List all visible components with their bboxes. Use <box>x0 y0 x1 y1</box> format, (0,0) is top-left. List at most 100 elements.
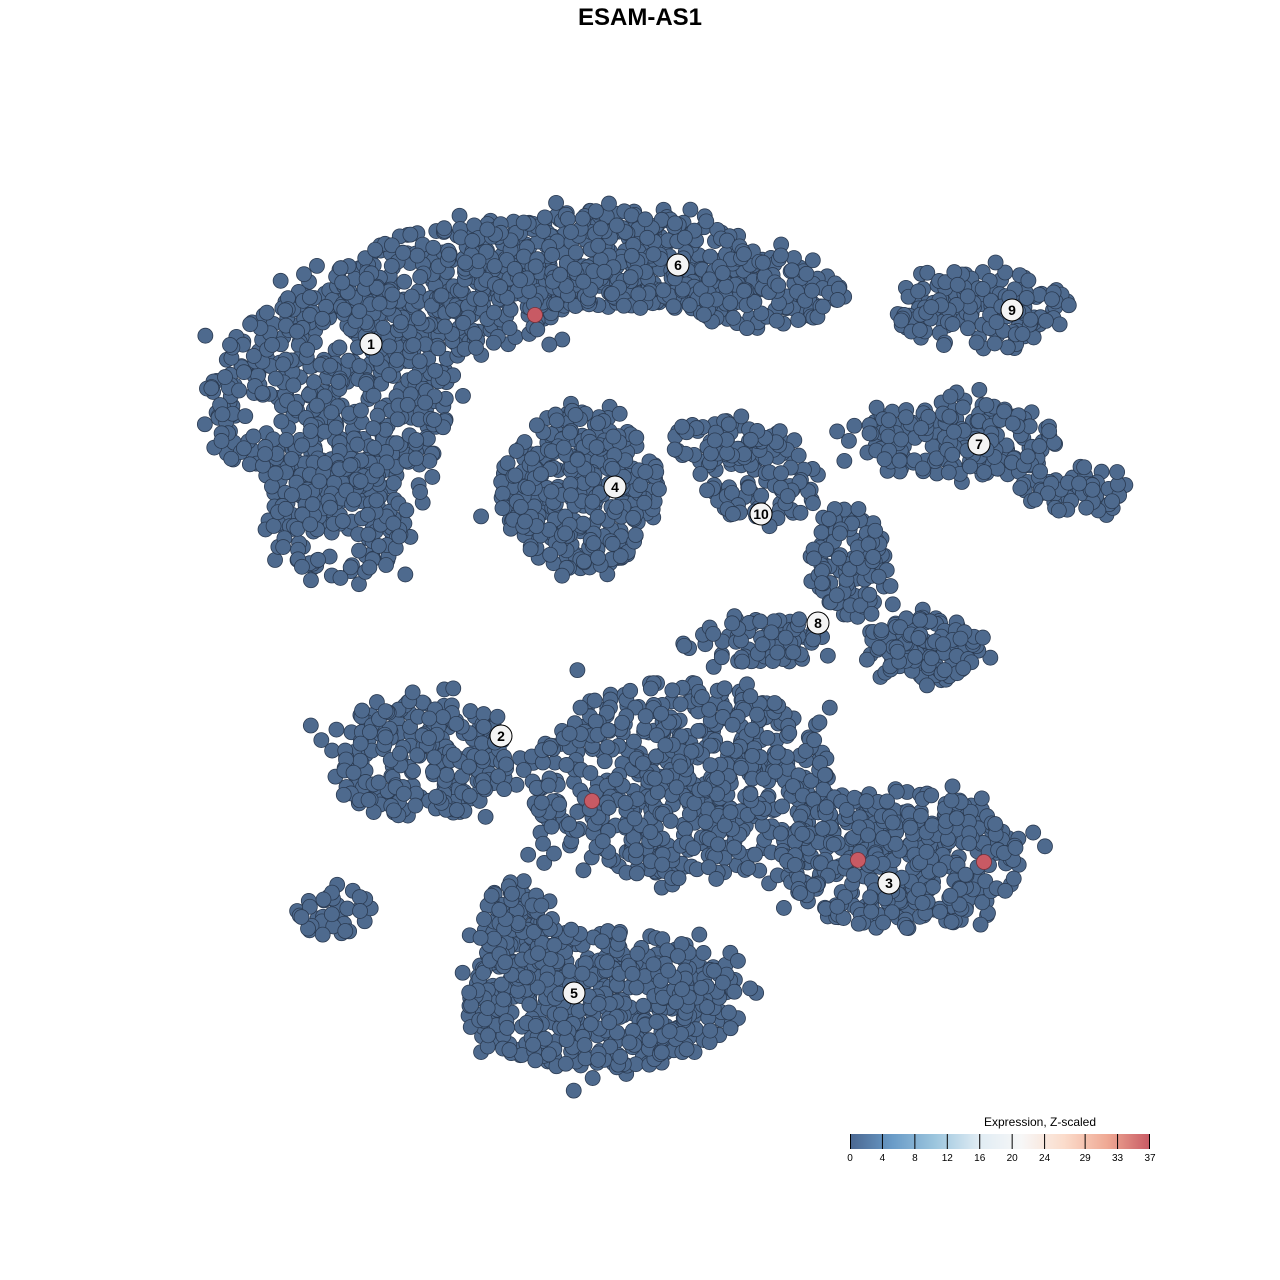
data-point <box>483 887 500 904</box>
data-point <box>699 482 715 499</box>
data-point <box>369 462 385 479</box>
data-point <box>604 460 621 477</box>
data-point <box>884 814 901 831</box>
data-point <box>910 283 927 300</box>
data-point <box>931 861 948 878</box>
data-point <box>544 247 560 263</box>
data-point <box>599 739 616 755</box>
cluster-label-text: 7 <box>975 436 983 452</box>
cluster-label-text: 10 <box>753 506 769 522</box>
data-point <box>865 549 882 565</box>
data-point <box>486 304 502 321</box>
data-point <box>508 443 525 459</box>
data-point <box>242 316 259 333</box>
data-point <box>596 753 613 770</box>
data-point <box>265 518 282 534</box>
data-point <box>489 708 506 725</box>
data-point <box>389 411 406 428</box>
data-point <box>803 772 820 789</box>
data-point <box>563 921 580 938</box>
data-point <box>223 450 240 467</box>
data-point <box>546 845 562 862</box>
data-point <box>383 237 400 254</box>
data-point <box>527 1018 544 1034</box>
data-point <box>714 265 731 281</box>
data-point <box>987 254 1004 271</box>
data-point <box>645 956 662 973</box>
data-point <box>880 412 897 429</box>
data-point <box>805 877 822 894</box>
data-point <box>694 689 710 705</box>
data-point <box>850 501 867 517</box>
data-point <box>973 790 990 807</box>
chart-title: ESAM-AS1 <box>577 4 703 31</box>
data-point <box>396 273 413 290</box>
data-point <box>236 440 252 457</box>
data-point <box>987 816 1004 832</box>
data-point <box>351 542 367 559</box>
data-point <box>674 981 690 998</box>
data-point <box>814 575 830 592</box>
data-point <box>231 382 247 399</box>
data-point <box>402 226 419 243</box>
data-point <box>649 784 666 801</box>
data-point <box>818 799 835 816</box>
cluster-label-text: 8 <box>814 615 822 631</box>
data-point <box>486 258 503 275</box>
data-point <box>792 504 809 521</box>
cluster-label-text: 6 <box>674 257 682 273</box>
cluster-label: 5 <box>562 981 586 1005</box>
legend-title: Expression, Z-scaled <box>983 1115 1097 1129</box>
data-point <box>932 903 948 920</box>
data-point <box>409 247 426 264</box>
data-point <box>611 405 628 422</box>
data-point <box>754 254 771 271</box>
data-point <box>585 535 602 552</box>
data-point <box>273 413 290 430</box>
data-point <box>515 762 532 778</box>
data-point <box>408 450 424 467</box>
data-point <box>421 710 438 727</box>
data-point <box>399 396 416 413</box>
data-point <box>784 262 800 279</box>
data-point <box>351 303 368 320</box>
data-point <box>278 432 295 448</box>
data-point <box>455 315 472 331</box>
data-point <box>725 309 742 326</box>
data-point <box>316 455 333 471</box>
data-point <box>861 586 878 603</box>
data-point <box>354 702 370 719</box>
data-point <box>451 207 468 224</box>
data-point <box>676 637 693 654</box>
data-point <box>236 364 252 381</box>
data-point <box>213 433 230 449</box>
data-point <box>846 417 863 434</box>
data-point <box>608 499 625 515</box>
data-point <box>935 636 951 653</box>
data-point <box>752 613 769 630</box>
data-point <box>622 269 639 286</box>
data-point <box>548 412 565 429</box>
data-point <box>628 979 645 996</box>
data-point <box>668 779 685 796</box>
data-point <box>332 260 349 277</box>
data-point <box>335 786 352 803</box>
data-point <box>392 314 409 331</box>
data-point <box>954 399 971 416</box>
data-point <box>284 487 300 504</box>
data-point <box>495 991 512 1008</box>
data-point <box>474 749 490 766</box>
legend-tick-label: 8 <box>912 1153 918 1164</box>
data-point <box>742 431 759 448</box>
highlighted-data-point <box>584 793 600 809</box>
data-point <box>222 337 238 353</box>
data-point <box>672 696 689 713</box>
data-point <box>527 1052 544 1069</box>
data-point <box>742 688 759 705</box>
data-point <box>275 539 292 555</box>
cluster-label: 9 <box>1000 298 1024 322</box>
data-point <box>768 312 785 329</box>
data-point <box>841 432 857 449</box>
data-point <box>477 808 494 825</box>
